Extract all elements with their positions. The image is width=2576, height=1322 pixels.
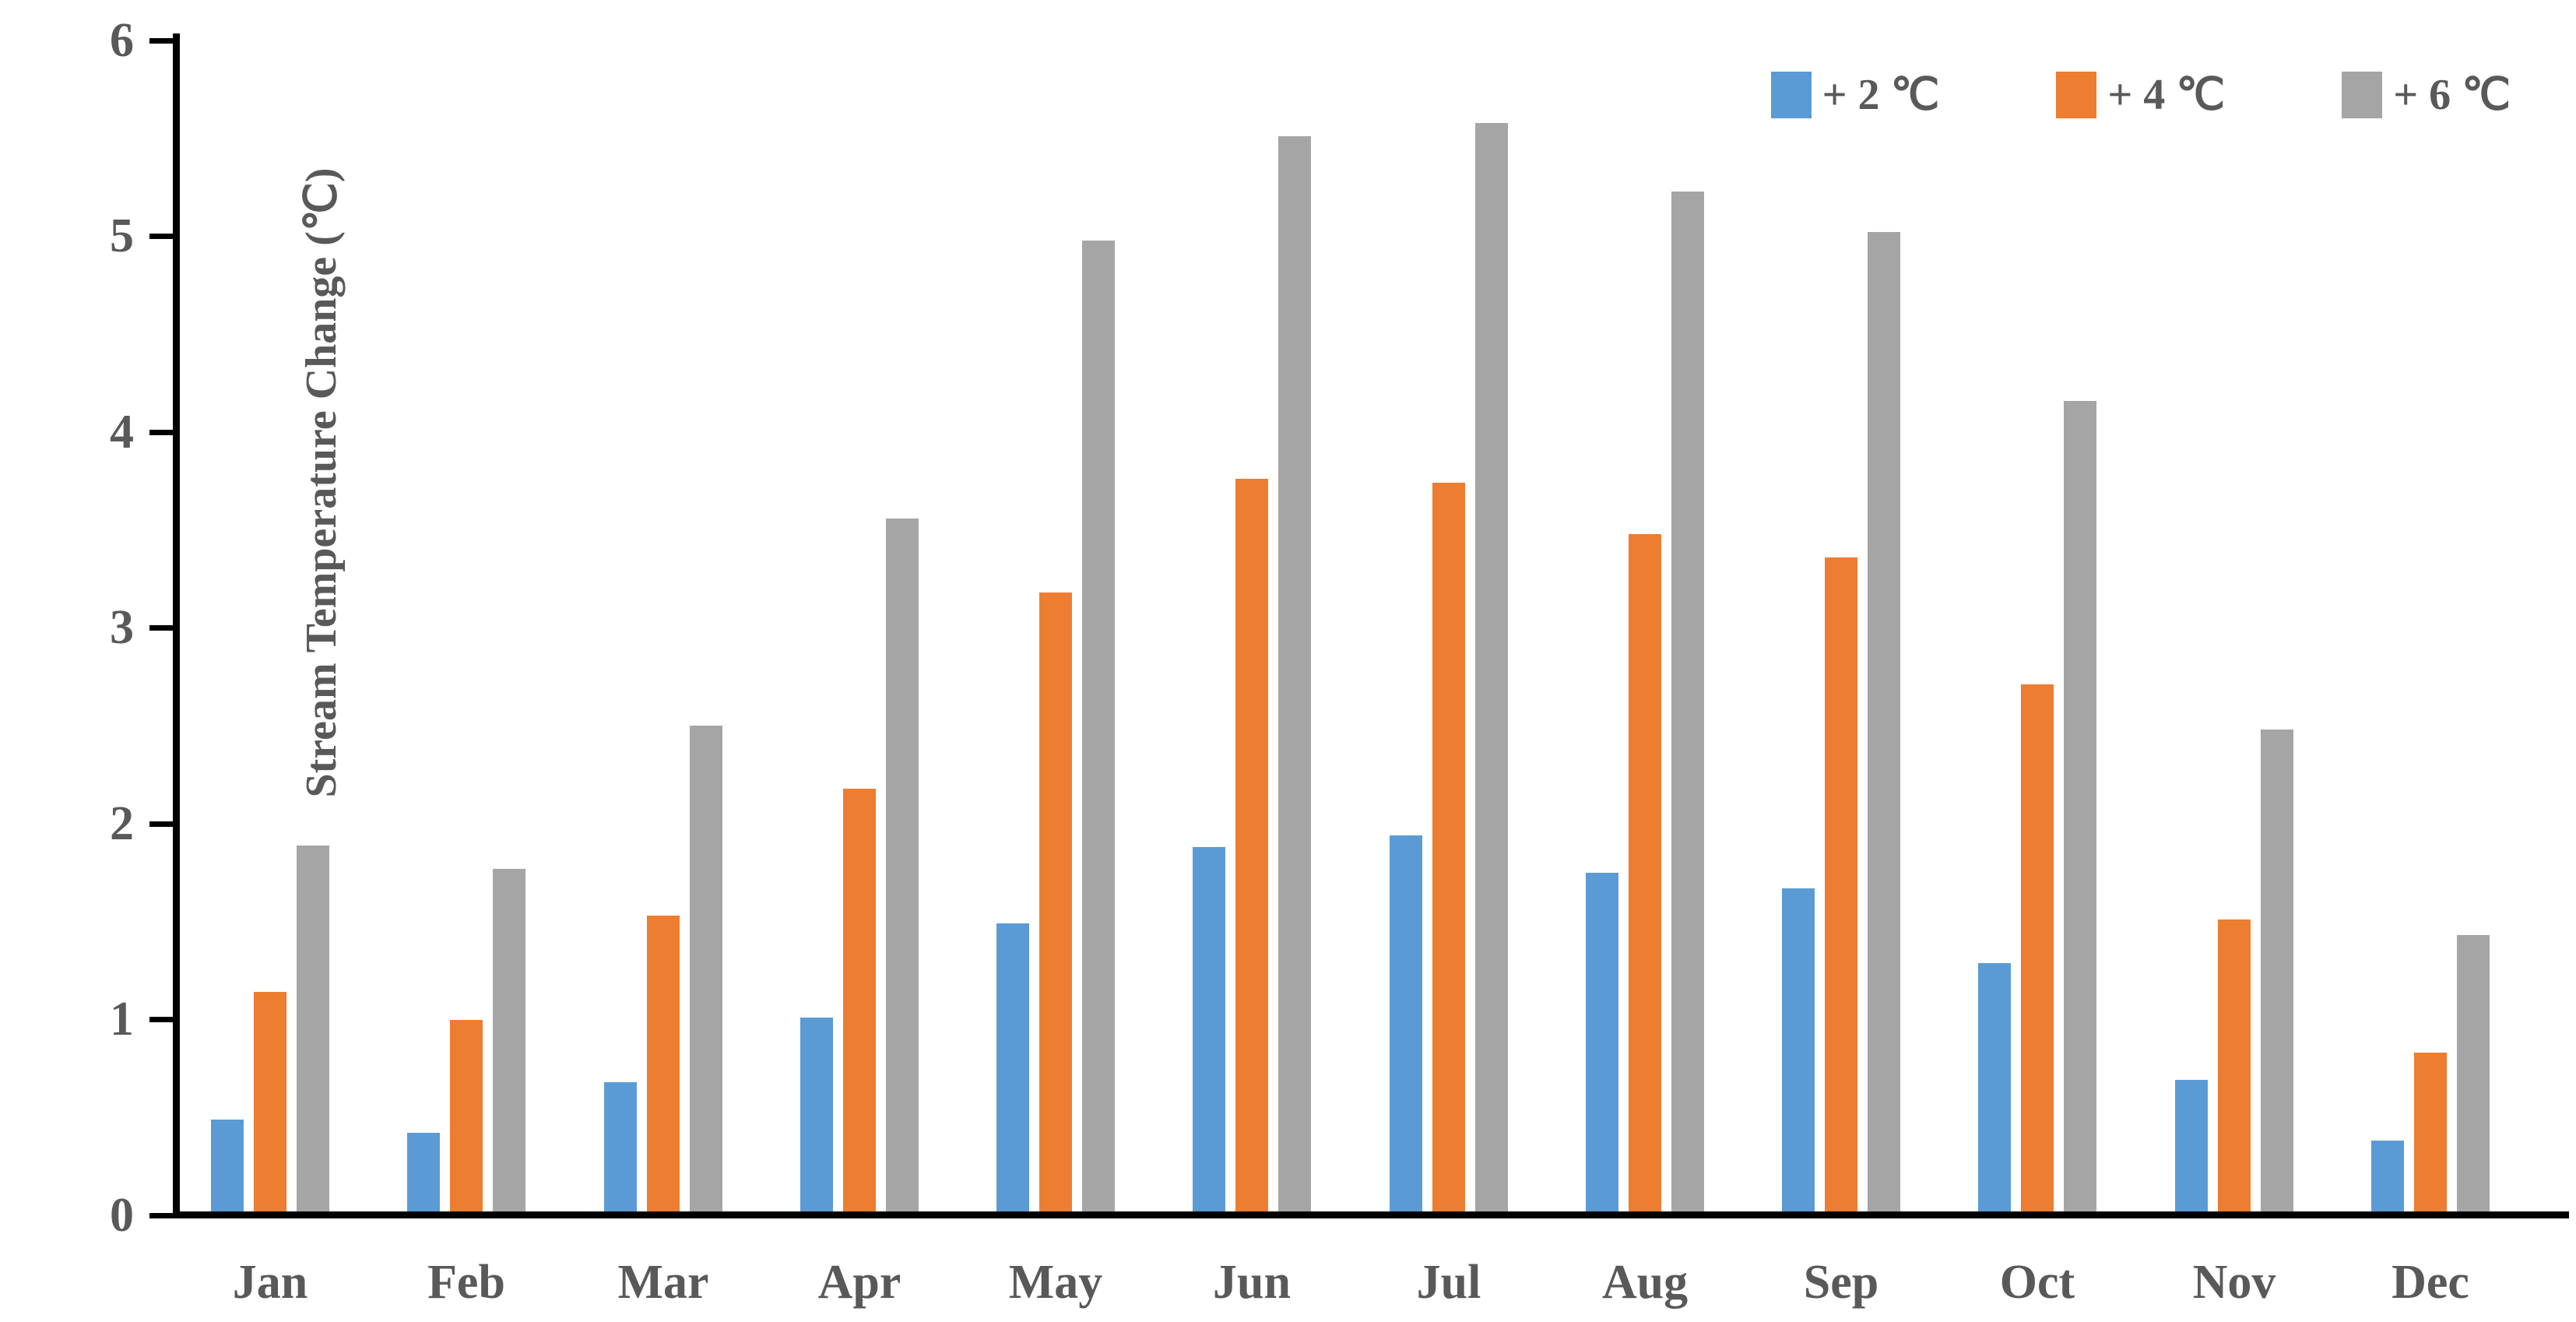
legend-item-2: + 4 ℃ bbox=[2056, 72, 2225, 118]
bar-may-series3 bbox=[1082, 241, 1115, 1211]
bar-dec-series2 bbox=[2414, 1053, 2447, 1211]
bar-aug-series3 bbox=[1671, 192, 1704, 1211]
bar-may-series2 bbox=[1039, 592, 1072, 1211]
bar-nov-series1 bbox=[2175, 1080, 2208, 1211]
bar-jan-series1 bbox=[211, 1120, 244, 1211]
y-axis-line bbox=[173, 33, 180, 1218]
x-tick-label-mar: Mar bbox=[617, 1256, 709, 1309]
x-tick-label-dec: Dec bbox=[2391, 1256, 2469, 1309]
legend-item-3: + 6 ℃ bbox=[2342, 72, 2511, 118]
bar-mar-series1 bbox=[604, 1082, 637, 1211]
bar-jul-series2 bbox=[1432, 483, 1465, 1211]
x-tick-label-jun: Jun bbox=[1213, 1256, 1291, 1309]
bar-mar-series3 bbox=[690, 726, 722, 1211]
y-tick-label: 1 bbox=[110, 993, 134, 1046]
y-tick-label: 0 bbox=[110, 1189, 134, 1242]
bar-apr-series2 bbox=[843, 789, 876, 1211]
bar-jan-series3 bbox=[297, 846, 329, 1211]
y-axis-tick bbox=[149, 625, 173, 631]
y-tick-label: 4 bbox=[110, 406, 134, 459]
y-axis-tick bbox=[149, 1213, 173, 1218]
bar-sep-series3 bbox=[1868, 232, 1900, 1211]
bar-dec-series3 bbox=[2457, 935, 2490, 1211]
bar-jul-series3 bbox=[1475, 123, 1508, 1211]
bar-sep-series2 bbox=[1825, 557, 1857, 1211]
bar-mar-series2 bbox=[647, 916, 680, 1211]
y-tick-label: 6 bbox=[110, 14, 134, 67]
bar-feb-series1 bbox=[407, 1133, 440, 1211]
bar-jun-series3 bbox=[1278, 136, 1311, 1211]
legend-item-1: + 2 ℃ bbox=[1770, 71, 1940, 119]
legend-label: + 4 ℃ bbox=[2107, 71, 2226, 119]
legend-swatch-icon bbox=[2342, 72, 2383, 118]
bar-jun-series1 bbox=[1193, 847, 1225, 1211]
x-tick-label-jul: Jul bbox=[1416, 1256, 1481, 1309]
legend-swatch-icon bbox=[1770, 72, 1812, 118]
bar-oct-series1 bbox=[1978, 963, 2011, 1211]
x-tick-label-jan: Jan bbox=[232, 1256, 308, 1309]
bar-aug-series1 bbox=[1586, 873, 1618, 1211]
legend-label: + 6 ℃ bbox=[2393, 71, 2511, 119]
y-axis-tick bbox=[149, 38, 173, 44]
bar-feb-series2 bbox=[450, 1020, 483, 1211]
legend: + 2 ℃ + 4 ℃ + 6 ℃ bbox=[1770, 71, 2511, 119]
y-axis-title: Stream Temperature Change (℃) bbox=[297, 167, 346, 798]
bar-oct-series2 bbox=[2021, 684, 2054, 1211]
y-axis-tick bbox=[149, 1017, 173, 1022]
x-tick-label-may: May bbox=[1008, 1256, 1103, 1309]
x-tick-label-oct: Oct bbox=[1999, 1256, 2075, 1309]
bar-apr-series3 bbox=[886, 519, 919, 1211]
bar-jan-series2 bbox=[254, 992, 286, 1211]
bar-dec-series1 bbox=[2371, 1141, 2404, 1211]
bar-nov-series2 bbox=[2218, 919, 2251, 1211]
x-tick-label-aug: Aug bbox=[1601, 1256, 1689, 1309]
y-axis-tick bbox=[149, 821, 173, 827]
y-tick-label: 3 bbox=[110, 601, 134, 654]
bar-nov-series3 bbox=[2261, 730, 2293, 1211]
y-axis-tick bbox=[149, 430, 173, 435]
y-axis-tick bbox=[149, 234, 173, 239]
bar-apr-series1 bbox=[800, 1018, 833, 1211]
y-tick-label: 2 bbox=[110, 797, 134, 850]
bar-jun-series2 bbox=[1235, 479, 1268, 1211]
legend-swatch-icon bbox=[2056, 72, 2097, 118]
bar-may-series1 bbox=[996, 923, 1029, 1211]
bar-jul-series1 bbox=[1390, 835, 1422, 1211]
bar-oct-series3 bbox=[2064, 401, 2096, 1211]
bar-aug-series2 bbox=[1629, 534, 1661, 1211]
x-tick-label-feb: Feb bbox=[427, 1256, 505, 1309]
bar-sep-series1 bbox=[1782, 888, 1815, 1211]
x-tick-label-sep: Sep bbox=[1803, 1256, 1879, 1309]
x-tick-label-apr: Apr bbox=[817, 1256, 901, 1309]
bar-feb-series3 bbox=[493, 869, 525, 1211]
x-tick-label-nov: Nov bbox=[2192, 1256, 2276, 1309]
y-tick-label: 5 bbox=[110, 209, 134, 262]
x-axis-line bbox=[173, 1211, 2569, 1218]
legend-label: + 2 ℃ bbox=[1822, 71, 1940, 119]
